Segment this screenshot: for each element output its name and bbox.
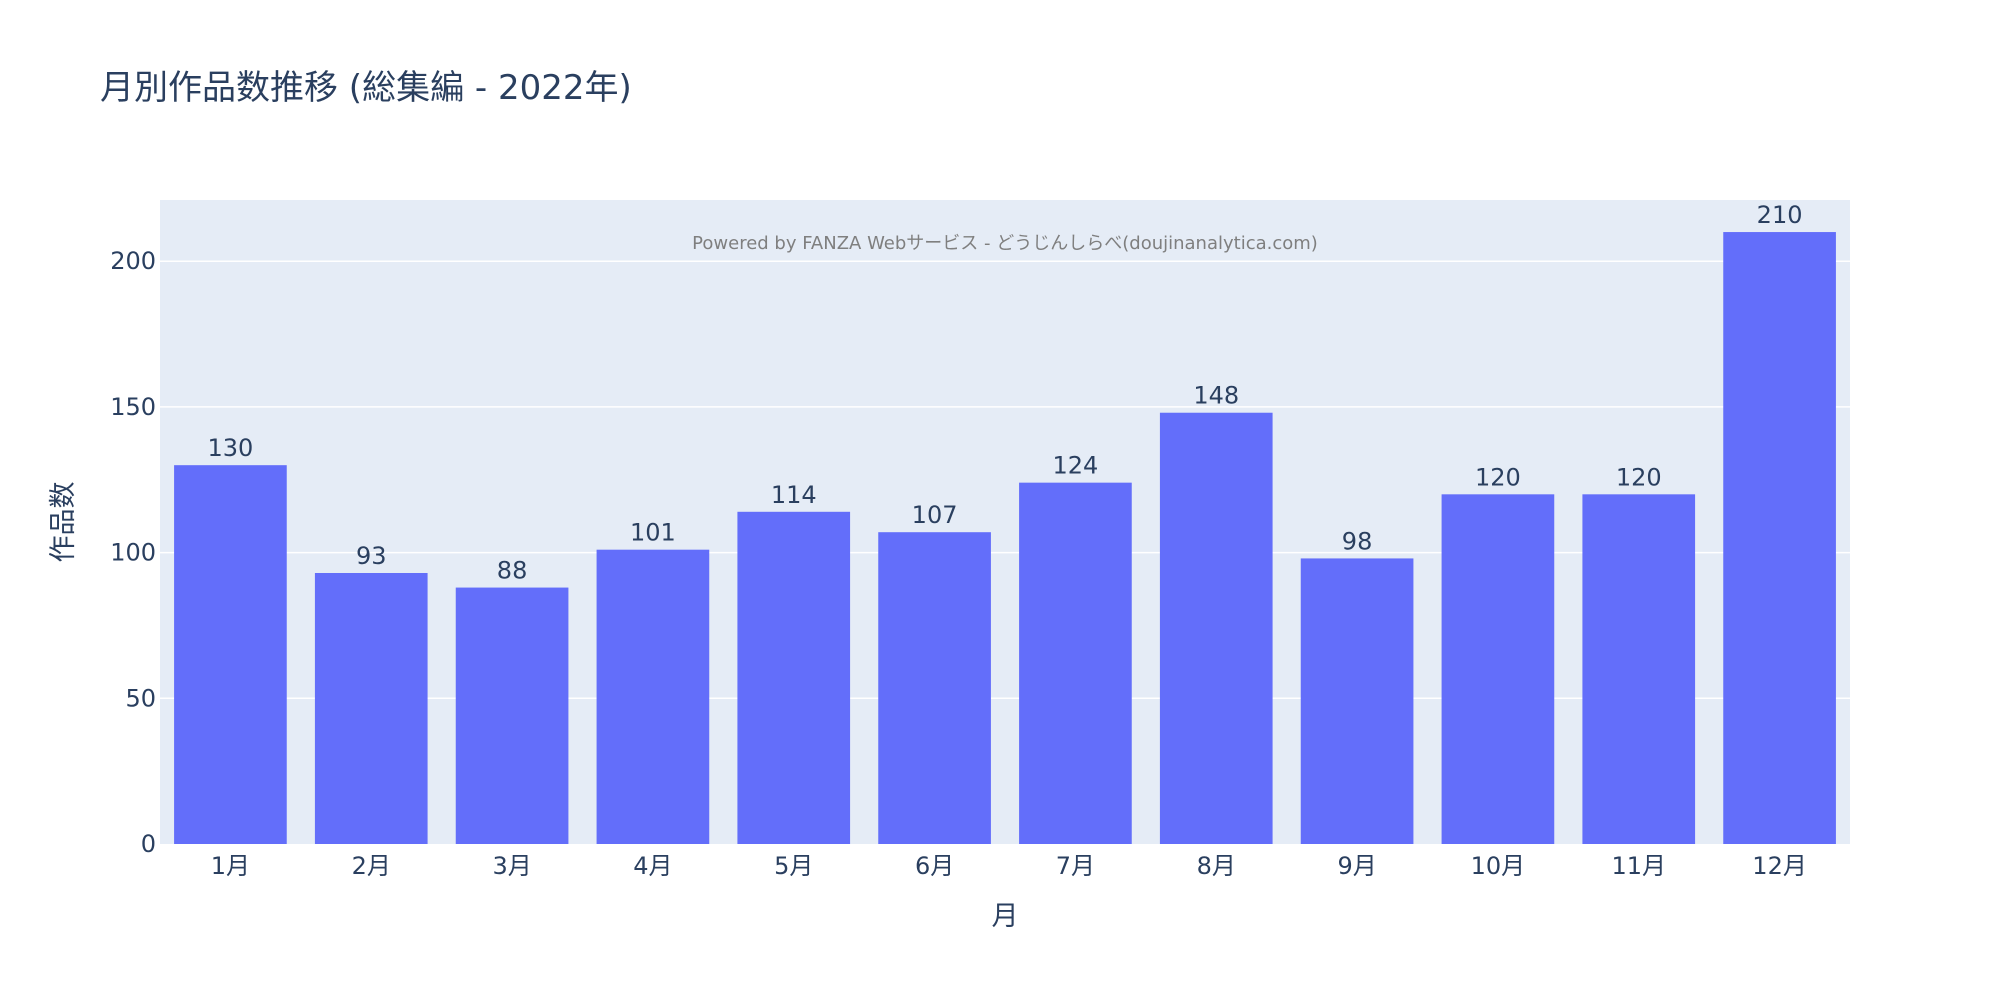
chart-title: 月別作品数推移 (総集編 - 2022年) <box>100 68 632 108</box>
bar-value-label: 98 <box>1342 527 1373 555</box>
bar <box>737 511 851 844</box>
x-tick-label: 3月 <box>492 852 531 880</box>
bar-value-label: 93 <box>356 542 387 570</box>
bar-value-label: 130 <box>208 434 254 462</box>
bar-value-label: 101 <box>630 519 676 547</box>
x-tick-label: 11月 <box>1611 852 1666 880</box>
x-tick-label: 6月 <box>915 852 954 880</box>
x-axis-ticks: 1月 2月 3月 4月 5月 6月 7月 8月 9月 10月 11月 12月 <box>211 852 1807 880</box>
bar-labels: 130 93 88 101 114 107 124 148 98 120 120 210 <box>208 201 1803 585</box>
x-tick-label: 2月 <box>352 852 391 880</box>
bar-value-label: 148 <box>1193 382 1239 410</box>
y-tick-label: 50 <box>125 684 156 712</box>
bar <box>455 587 569 844</box>
bar <box>1723 232 1836 844</box>
gridlines <box>160 260 1850 700</box>
bar <box>1019 482 1132 844</box>
bar <box>174 465 287 844</box>
annotation-text: Powered by FANZA Webサービス - どうじんしらべ(douji… <box>692 233 1318 254</box>
x-tick-label: 7月 <box>1056 852 1095 880</box>
plot-area <box>160 200 1850 844</box>
bar <box>314 572 428 844</box>
bar <box>878 532 991 844</box>
bar-value-label: 88 <box>497 557 528 585</box>
x-tick-label: 1月 <box>211 852 250 880</box>
y-tick-label: 150 <box>110 393 156 421</box>
bar <box>1300 558 1414 844</box>
x-tick-label: 9月 <box>1337 852 1376 880</box>
bar-value-label: 210 <box>1757 201 1803 229</box>
y-tick-label: 0 <box>141 830 156 858</box>
bar <box>1441 494 1555 844</box>
bar <box>1582 494 1696 844</box>
x-tick-label: 5月 <box>774 852 813 880</box>
x-tick-label: 8月 <box>1197 852 1236 880</box>
y-tick-label: 100 <box>110 539 156 567</box>
bars <box>174 232 1836 844</box>
bar-value-label: 114 <box>771 481 817 509</box>
bar <box>1159 412 1273 844</box>
bar-value-label: 107 <box>912 501 958 529</box>
y-axis-ticks: 0 50 100 150 200 <box>110 247 156 858</box>
bar-value-label: 124 <box>1053 452 1099 480</box>
y-tick-label: 200 <box>110 247 156 275</box>
bar-value-label: 120 <box>1475 463 1521 491</box>
x-tick-label: 10月 <box>1471 852 1526 880</box>
bar <box>596 549 710 844</box>
y-axis-title: 作品数 <box>48 482 79 563</box>
bar-value-label: 120 <box>1616 463 1662 491</box>
x-axis-title: 月 <box>992 901 1019 932</box>
x-tick-label: 12月 <box>1752 852 1807 880</box>
x-tick-label: 4月 <box>633 852 672 880</box>
